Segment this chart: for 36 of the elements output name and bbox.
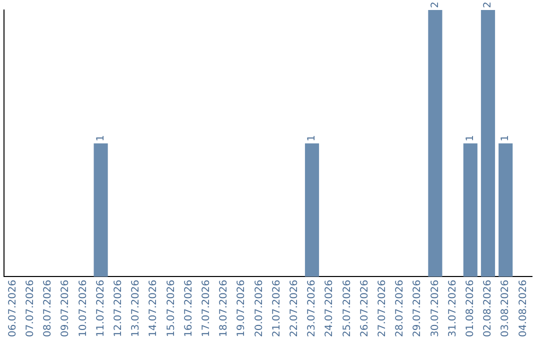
- x-tick-label: 08.07.2026: [42, 280, 54, 338]
- data-label: 1: [95, 134, 106, 142]
- data-label: 1: [306, 134, 318, 142]
- x-tick-label: 13.07.2026: [130, 280, 142, 338]
- x-tick-label: 01.08.2026: [464, 280, 476, 338]
- x-tick-label: 09.07.2026: [60, 280, 72, 338]
- x-tick-label: 29.07.2026: [412, 280, 424, 338]
- x-tick-label: 03.08.2026: [500, 280, 512, 338]
- x-tick-label: 30.07.2026: [430, 280, 441, 338]
- x-tick-label: 07.07.2026: [24, 280, 36, 338]
- x-tick-label: 28.07.2026: [394, 280, 406, 338]
- x-tick-label: 24.07.2026: [324, 280, 336, 338]
- x-tick-label: 19.07.2026: [236, 280, 248, 338]
- x-tick-label: 17.07.2026: [200, 280, 212, 338]
- x-tick-label: 04.08.2026: [518, 280, 529, 338]
- x-tick-label: 14.07.2026: [148, 280, 160, 338]
- x-tick-label: 21.07.2026: [271, 280, 282, 338]
- x-tick-label: 11.07.2026: [95, 280, 106, 338]
- x-tick-label: 25.07.2026: [342, 280, 353, 338]
- x-tick-label: 23.07.2026: [306, 280, 318, 338]
- x-tick-label: 22.07.2026: [288, 280, 300, 338]
- data-label: 1: [464, 134, 476, 142]
- x-tick-label: 15.07.2026: [166, 280, 177, 338]
- x-tick-label: 27.07.2026: [376, 280, 388, 338]
- x-tick-label: 02.08.2026: [482, 280, 494, 338]
- data-label: 2: [482, 2, 494, 8]
- x-tick-label: 26.07.2026: [359, 280, 370, 338]
- x-tick-label: 18.07.2026: [218, 280, 230, 338]
- x-tick-label: 10.07.2026: [78, 280, 89, 338]
- x-tick-label: 31.07.2026: [447, 280, 458, 338]
- data-label: 1: [500, 134, 512, 142]
- data-label: 2: [430, 2, 441, 8]
- x-tick-label: 20.07.2026: [254, 280, 265, 338]
- x-tick-label: 06.07.2026: [7, 280, 18, 338]
- x-tick-label: 12.07.2026: [112, 280, 124, 338]
- x-tick-label: 16.07.2026: [183, 280, 194, 338]
